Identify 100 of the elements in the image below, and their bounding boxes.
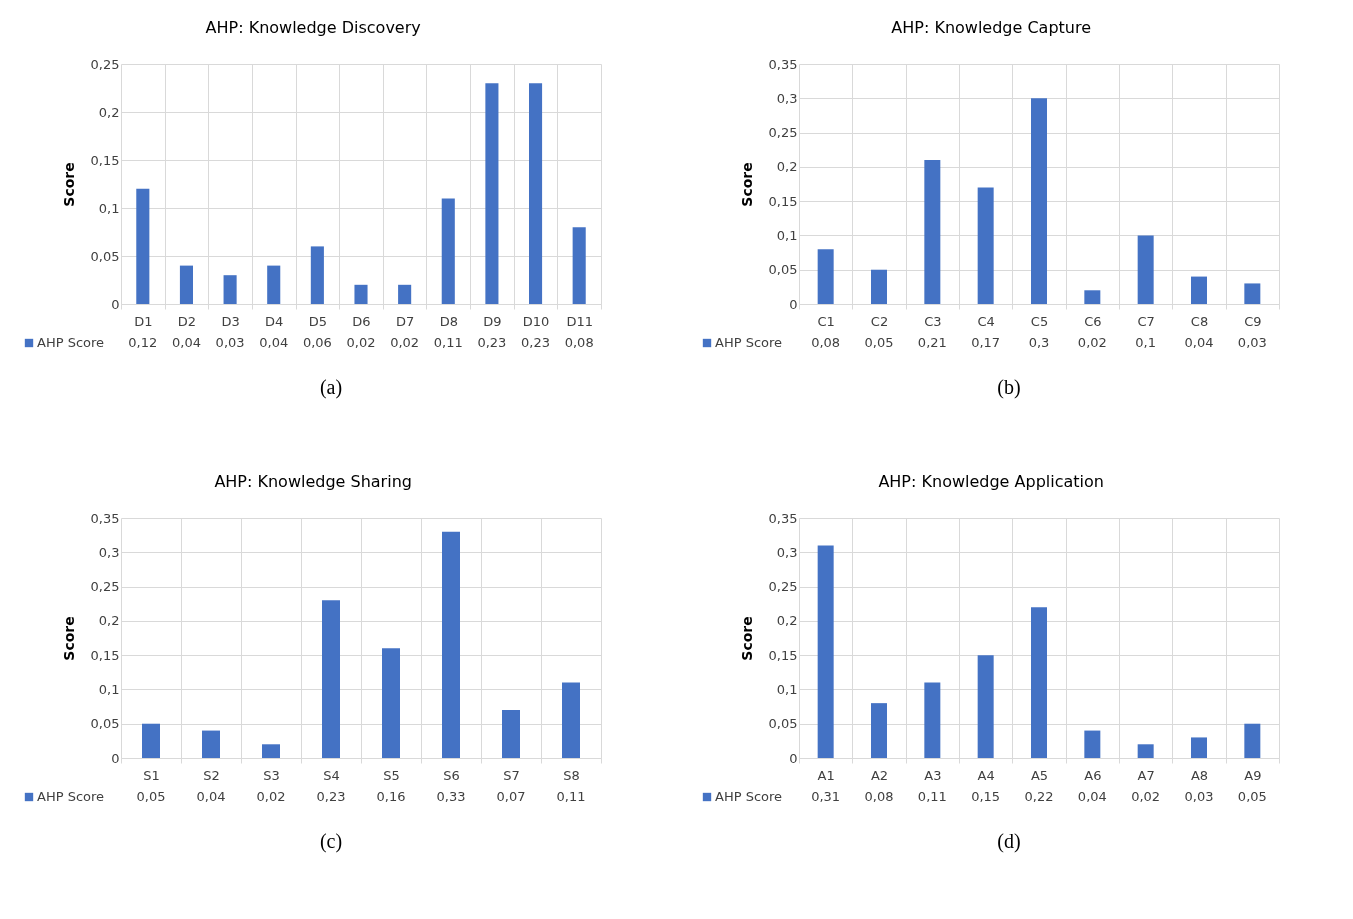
y-tick-label: 0,1 (98, 681, 120, 697)
bar (562, 682, 580, 758)
bar (1244, 723, 1261, 758)
y-tick-label: 0,35 (768, 510, 798, 526)
data-label: 0,07 (496, 789, 526, 804)
x-tick-label: C2 (870, 313, 889, 329)
bar (817, 545, 834, 758)
x-tick-label: D5 (308, 313, 327, 329)
data-label: 0,06 (302, 335, 332, 350)
x-tick-label: S2 (203, 767, 220, 783)
y-tick-label: 0,25 (768, 579, 798, 595)
data-label: 0,03 (1184, 789, 1214, 804)
bar (398, 284, 412, 304)
y-tick-label: 0,1 (98, 200, 120, 216)
y-axis-title: Score (60, 162, 77, 207)
y-tick-label: 0,35 (768, 56, 798, 72)
chart-title: AHP: Knowledge Sharing (214, 472, 412, 491)
bar (924, 682, 941, 758)
data-label: 0,02 (1077, 335, 1107, 350)
bar (924, 160, 941, 304)
x-tick-label: A5 (1030, 767, 1049, 783)
legend-label: AHP Score (37, 335, 105, 350)
y-tick-label: 0,3 (98, 544, 120, 560)
data-label: 0,33 (436, 789, 466, 804)
y-tick-label: 0,15 (90, 152, 120, 168)
x-tick-label: A9 (1244, 767, 1262, 783)
x-tick-label: D10 (522, 313, 550, 329)
x-tick-label: S4 (323, 767, 340, 783)
bar (817, 249, 834, 304)
bar (441, 198, 455, 304)
data-label: 0,23 (316, 789, 346, 804)
x-tick-label: A8 (1190, 767, 1209, 783)
bar (1084, 290, 1101, 304)
data-label: 0,05 (1237, 789, 1267, 804)
y-tick-label: 0,2 (776, 159, 798, 175)
x-tick-label: S8 (563, 767, 580, 783)
bar (354, 284, 368, 304)
bar (142, 723, 160, 758)
y-tick-label: 0 (111, 296, 120, 312)
bar (202, 730, 220, 758)
x-tick-label: C4 (977, 313, 995, 329)
y-tick-label: 0,2 (98, 104, 120, 120)
x-tick-label: S3 (263, 767, 280, 783)
y-tick-label: 0,05 (768, 262, 798, 278)
data-label: 0,04 (1184, 335, 1214, 350)
bar (1137, 235, 1154, 304)
legend-label: AHP Score (37, 789, 105, 804)
data-label: 0,05 (136, 789, 166, 804)
text: (a) (319, 376, 343, 399)
bar (1031, 607, 1047, 758)
y-tick-label: 0 (111, 750, 120, 766)
text: (c) (319, 830, 343, 853)
data-label: 0,31 (811, 789, 841, 804)
chart-title: AHP: Knowledge Discovery (205, 18, 421, 37)
y-tick-label: 0,15 (90, 647, 120, 663)
bar (262, 744, 280, 758)
legend-label: AHP Score (715, 335, 783, 350)
data-label: 0,11 (433, 335, 463, 350)
bar (382, 648, 400, 758)
bar (1191, 737, 1207, 758)
bar (485, 83, 499, 304)
y-tick-label: 0,3 (776, 544, 798, 560)
x-tick-label: D2 (177, 313, 197, 329)
data-label: 0,02 (390, 335, 420, 350)
x-tick-label: D1 (134, 313, 153, 329)
bar (1244, 283, 1261, 304)
data-label: 0,17 (971, 335, 1001, 350)
data-label: 0,04 (259, 335, 289, 350)
data-label: 0,05 (864, 335, 894, 350)
bar (223, 275, 237, 304)
data-label: 0,12 (128, 335, 158, 350)
x-tick-label: D9 (483, 313, 502, 329)
x-tick-label: C8 (1190, 313, 1209, 329)
y-axis-title: Score (738, 162, 755, 207)
x-tick-label: C3 (924, 313, 942, 329)
data-label: 0,04 (196, 789, 226, 804)
x-tick-label: D11 (566, 313, 593, 329)
x-tick-label: S6 (443, 767, 460, 783)
x-tick-label: C5 (1030, 313, 1049, 329)
data-label: 0,08 (564, 335, 594, 350)
bar (871, 703, 887, 758)
y-tick-label: 0,25 (768, 125, 798, 141)
data-label: 0,23 (521, 335, 551, 350)
y-tick-label: 0,2 (98, 613, 120, 629)
data-label: 0,08 (811, 335, 841, 350)
x-tick-label: A2 (870, 767, 889, 783)
data-label: 0,08 (864, 789, 894, 804)
bar (1031, 98, 1047, 304)
chart-title: AHP: Knowledge Capture (891, 18, 1092, 37)
x-tick-label: A1 (817, 767, 835, 783)
x-tick-label: D7 (396, 313, 415, 329)
x-tick-label: S5 (383, 767, 400, 783)
y-tick-label: 0,1 (776, 227, 798, 243)
y-tick-label: 0,15 (768, 193, 798, 209)
y-axis-title: Score (60, 616, 77, 661)
x-tick-label: A4 (977, 767, 995, 783)
bar (1084, 730, 1101, 758)
y-axis-title: Score (738, 616, 755, 661)
data-label: 0,04 (171, 335, 201, 350)
x-tick-label: C1 (817, 313, 835, 329)
